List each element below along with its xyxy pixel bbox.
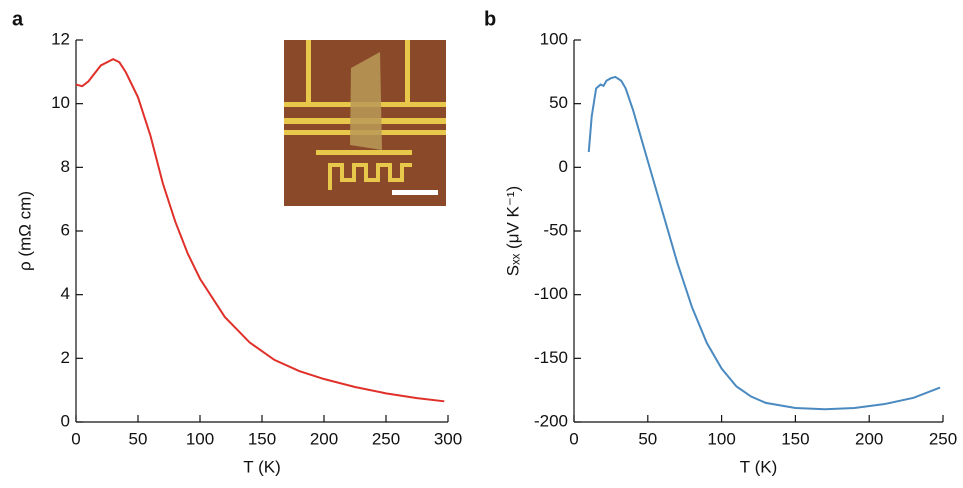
x-tick-label: 50 (129, 429, 148, 448)
x-tick-label: 0 (71, 429, 80, 448)
data-line (587, 75, 941, 411)
y-tick-label: -150 (534, 348, 568, 367)
y-tick-label: 0 (61, 411, 70, 430)
y-tick-label: 50 (549, 93, 568, 112)
x-tick-label: 150 (248, 429, 276, 448)
x-tick-label: 200 (310, 429, 338, 448)
y-tick-label: 6 (61, 220, 70, 239)
y-tick-label: 4 (61, 284, 70, 303)
y-tick-label: -200 (534, 411, 568, 430)
inset-photo (284, 40, 446, 206)
x-tick-label: 0 (569, 429, 578, 448)
x-tick-label: 100 (707, 429, 735, 448)
data-line (75, 57, 445, 403)
y-tick-label: 8 (61, 157, 70, 176)
y-tick-label: 10 (51, 93, 70, 112)
x-tick-label: 150 (781, 429, 809, 448)
y-axis-label: Sₓₓ (μV K⁻¹) (503, 186, 522, 276)
x-tick-label: 300 (434, 429, 462, 448)
x-tick-label: 200 (855, 429, 883, 448)
panel-label: a (12, 8, 24, 30)
x-tick-label: 50 (638, 429, 657, 448)
x-tick-label: 250 (372, 429, 400, 448)
x-tick-label: 100 (186, 429, 214, 448)
x-axis-label: T (K) (740, 457, 777, 476)
y-tick-label: -100 (534, 284, 568, 303)
panel-label: b (484, 8, 496, 30)
y-tick-label: 0 (559, 157, 568, 176)
y-tick-label: 2 (61, 348, 70, 367)
y-axis-label: ρ (mΩ cm) (15, 191, 34, 271)
x-axis-label: T (K) (243, 457, 280, 476)
y-tick-label: -50 (543, 220, 568, 239)
y-tick-label: 12 (51, 29, 70, 48)
y-tick-label: 100 (540, 29, 568, 48)
x-tick-label: 250 (929, 429, 957, 448)
